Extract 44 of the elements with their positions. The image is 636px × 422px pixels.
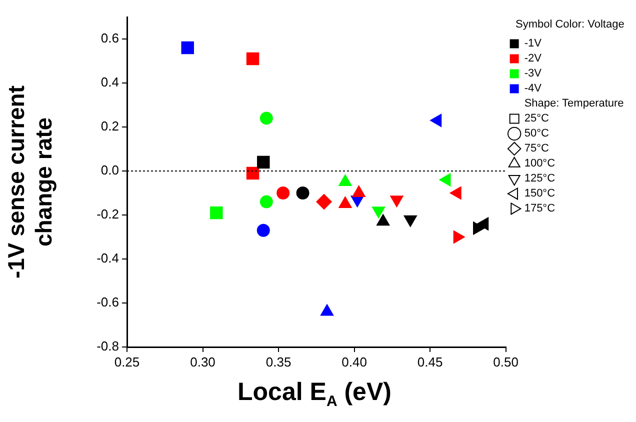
- legend-label: 150°C: [524, 188, 556, 200]
- point: [449, 186, 462, 200]
- point: [260, 195, 273, 208]
- point: [276, 186, 290, 200]
- y-tick-label: -0.8: [96, 338, 119, 354]
- legend-label: 75°C: [524, 142, 549, 155]
- x-tick-label: 0.35: [266, 354, 292, 370]
- point: [257, 156, 270, 169]
- legend-label: 25°C: [524, 112, 549, 125]
- legend-label: 175°C: [524, 202, 556, 215]
- legend-label: 100°C: [524, 158, 556, 170]
- legend-label: -3V: [524, 68, 542, 80]
- y-tick-label: 0.0: [100, 162, 119, 178]
- legend-label: 125°C: [524, 172, 556, 185]
- x-tick-label: 0.30: [190, 354, 216, 370]
- point: [476, 216, 489, 231]
- x-tick-label: 0.50: [493, 354, 518, 370]
- y-tick-label: -0.4: [96, 250, 119, 266]
- y-tick-label: 0.4: [100, 74, 119, 90]
- y-axis-title: -1V sense current change rate: [3, 85, 57, 279]
- point: [256, 224, 270, 237]
- legend-label: -4V: [524, 82, 542, 95]
- point: [210, 206, 223, 220]
- point: [438, 172, 451, 187]
- point: [260, 112, 273, 125]
- point: [246, 166, 260, 180]
- point: [316, 194, 332, 210]
- point: [296, 186, 310, 200]
- y-tick-label: 0.2: [100, 118, 119, 134]
- y-tick-label: 0.6: [100, 30, 119, 46]
- point: [181, 41, 194, 54]
- legend-label: -2V: [524, 52, 542, 65]
- y-tick-label: -0.2: [96, 206, 119, 222]
- x-tick-label: 0.25: [114, 354, 140, 370]
- point: [246, 52, 260, 66]
- legend-title: Symbol Color: Voltage: [515, 18, 624, 31]
- x-axis-title: Local E$_{A}$ (eV): [236, 378, 392, 410]
- x-tick-label: 0.40: [342, 354, 367, 370]
- point: [430, 113, 442, 128]
- legend-label: 50°C: [524, 128, 549, 140]
- y-tick-label: -0.6: [96, 294, 119, 310]
- text: Shape: Temperature: [524, 98, 624, 110]
- x-tick-label: 0.45: [417, 354, 443, 370]
- legend-label: -1V: [524, 38, 542, 50]
